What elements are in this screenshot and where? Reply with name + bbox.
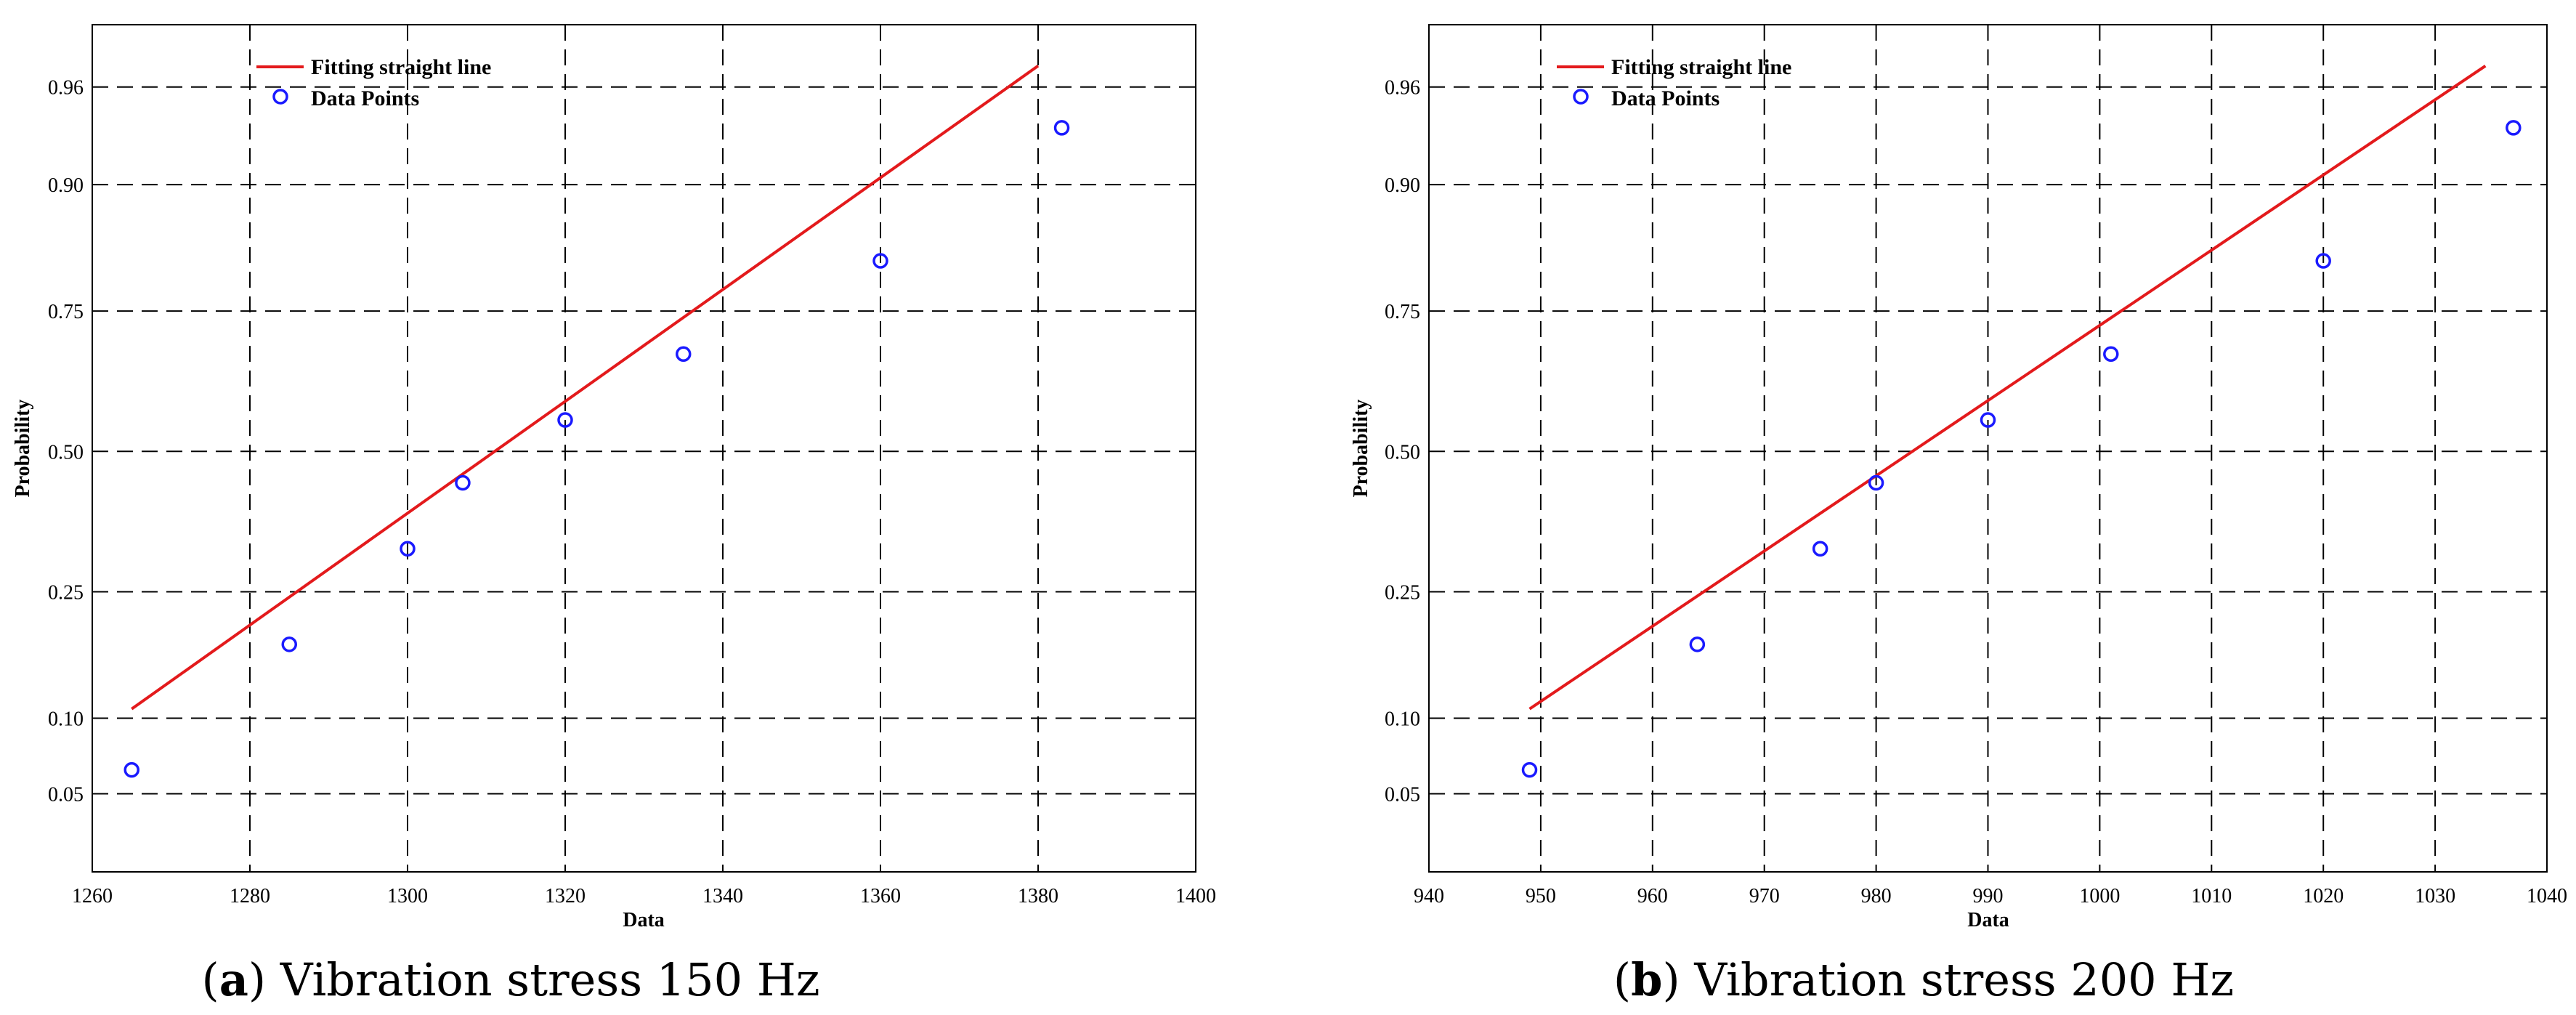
x-tick-label: 940 [1414, 885, 1444, 907]
panel-caption: (b) Vibration stress 200 Hz [1613, 953, 2234, 1006]
data-point [281, 636, 297, 652]
data-point [557, 412, 573, 428]
y-tick-label: 0.10 [48, 708, 84, 730]
x-tick-label: 1040 [2527, 885, 2567, 907]
data-point [1812, 541, 1828, 557]
y-tick-label: 0.90 [48, 174, 84, 197]
y-tick-labels: 0.05 0.10 0.25 0.50 0.75 0.90 0.96 [48, 77, 84, 806]
x-tick-labels: 1260 1280 1300 1320 1340 1360 1380 1400 [72, 885, 1216, 907]
data-point [872, 253, 888, 269]
y-tick-label: 0.75 [1385, 301, 1420, 323]
data-point [676, 346, 692, 363]
x-tick-label: 1340 [702, 885, 743, 907]
x-tick-label: 1030 [2415, 885, 2455, 907]
y-tick-label: 0.96 [1385, 77, 1420, 100]
x-axis-label: Data [1967, 909, 2009, 931]
legend-marker-points [272, 89, 288, 105]
legend-label-fit: Fitting straight line [311, 55, 491, 79]
data-point [1868, 474, 1884, 491]
fit-line [131, 65, 1040, 711]
x-tick-label: 980 [1861, 885, 1892, 907]
legend: Fitting straight line Data Points [256, 55, 491, 110]
grid-lines [1429, 25, 2547, 872]
data-point [1689, 636, 1706, 652]
y-tick-label: 0.50 [1385, 441, 1420, 464]
x-tick-label: 970 [1749, 885, 1780, 907]
y-axis-label: Probability [12, 400, 34, 498]
y-tick-label: 0.05 [48, 784, 84, 806]
x-tick-label: 1010 [2191, 885, 2232, 907]
x-tick-labels: 940 950 960 970 980 990 1000 1010 1020 1030 1040 [1414, 885, 2567, 907]
x-axis-label: Data [623, 909, 665, 931]
y-tick-label: 0.25 [1385, 582, 1420, 604]
panel-caption: (a) Vibration stress 150 Hz [202, 953, 820, 1006]
data-point [1980, 412, 1996, 428]
plot-area [92, 24, 1196, 873]
x-tick-label: 990 [1973, 885, 2004, 907]
panel-title: Vibration stress 200 Hz [1693, 953, 2234, 1006]
y-tick-label: 0.96 [48, 77, 84, 100]
data-point [400, 541, 416, 557]
y-tick-label: 0.90 [1385, 174, 1420, 197]
y-tick-labels: 0.05 0.10 0.25 0.50 0.75 0.90 0.96 [1385, 77, 1420, 806]
x-tick-label: 1000 [2079, 885, 2120, 907]
x-tick-label: 950 [1526, 885, 1556, 907]
series-layer [123, 65, 1070, 778]
legend-label-points: Data Points [311, 86, 419, 110]
x-tick-label: 1300 [387, 885, 428, 907]
panel-letter: b [1631, 953, 1662, 1006]
x-tick-label: 1320 [545, 885, 586, 907]
x-tick-label: 1360 [860, 885, 901, 907]
y-tick-label: 0.25 [48, 582, 84, 604]
data-point [123, 761, 139, 778]
fit-line [1528, 65, 2487, 711]
panel-a-chart: 1260 1280 1300 1320 1340 1360 1380 1400 0.05 0.1… [12, 24, 1216, 1006]
grid-lines [92, 25, 1196, 872]
legend: Fitting straight line Data Points [1557, 55, 1791, 110]
y-tick-label: 0.75 [48, 301, 84, 323]
panel-b-chart: 940 950 960 970 980 990 1000 1010 1020 1030 1040 0… [1350, 24, 2567, 1006]
y-tick-label: 0.10 [1385, 708, 1420, 730]
x-tick-label: 1400 [1175, 885, 1216, 907]
data-point [455, 474, 471, 491]
data-point [1053, 120, 1070, 136]
x-tick-label: 1380 [1018, 885, 1058, 907]
x-tick-label: 960 [1637, 885, 1668, 907]
data-point [2506, 120, 2522, 136]
x-tick-label: 1020 [2303, 885, 2344, 907]
panel-letter: a [219, 953, 248, 1006]
legend-label-fit: Fitting straight line [1611, 55, 1791, 79]
legend-marker-points [1573, 89, 1589, 105]
legend-label-points: Data Points [1611, 86, 1720, 110]
data-point [2103, 346, 2119, 363]
x-tick-label: 1280 [230, 885, 270, 907]
panel-title: Vibration stress 150 Hz [280, 953, 820, 1006]
y-tick-label: 0.50 [48, 441, 84, 464]
y-axis-label: Probability [1350, 400, 1372, 498]
series-layer [1521, 65, 2522, 778]
data-point [1521, 761, 1538, 778]
data-point [2315, 253, 2331, 269]
x-tick-label: 1260 [72, 885, 113, 907]
y-tick-label: 0.05 [1385, 784, 1420, 806]
